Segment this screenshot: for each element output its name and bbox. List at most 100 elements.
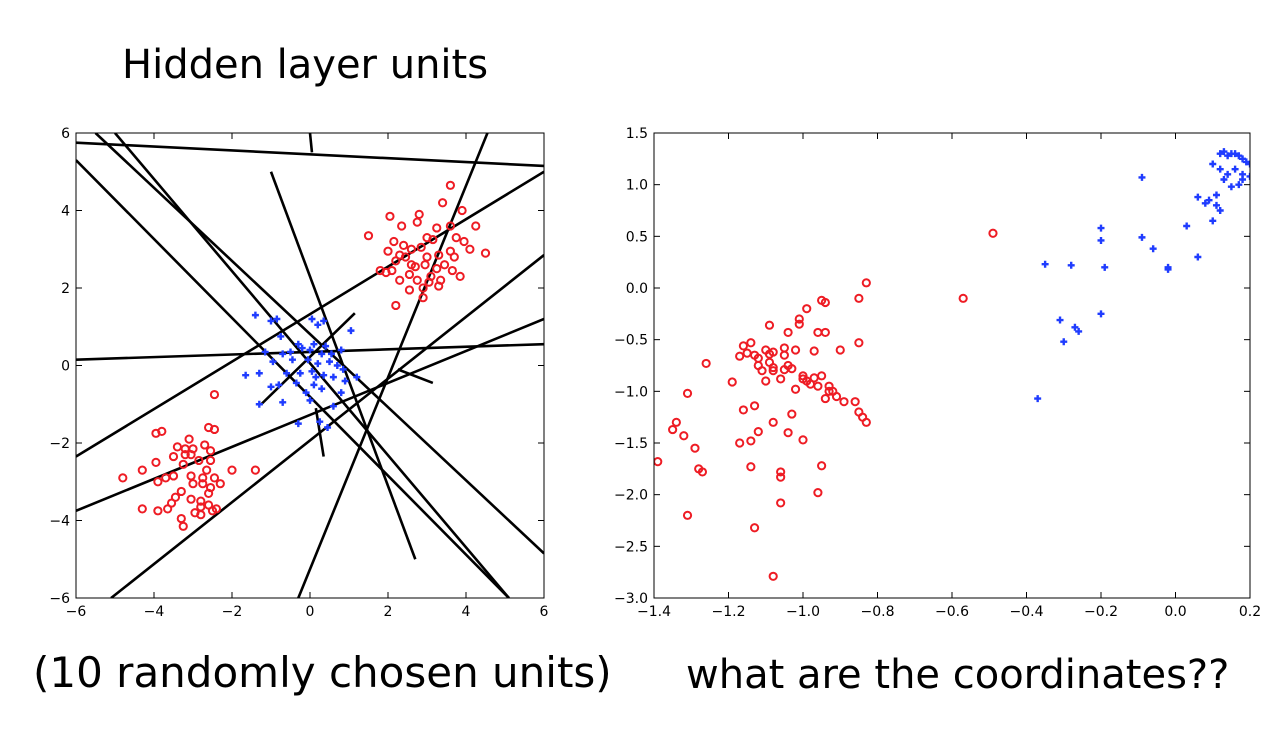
right-x-tick-label: −0.8 bbox=[861, 604, 895, 620]
left-red-point bbox=[383, 246, 393, 256]
left-red-point bbox=[445, 180, 455, 190]
left-red-point bbox=[198, 473, 208, 483]
left-red-point bbox=[207, 506, 218, 516]
left-blue-point bbox=[261, 348, 269, 356]
right-red-point bbox=[776, 498, 786, 508]
right-blue-point bbox=[1060, 338, 1068, 346]
right-red-point bbox=[790, 384, 801, 394]
left-red-point bbox=[434, 250, 444, 260]
right-red-point bbox=[783, 360, 793, 371]
right-red-point bbox=[850, 397, 860, 407]
left-red-point bbox=[205, 455, 216, 466]
left-blue-point bbox=[302, 389, 310, 397]
left-blue-point bbox=[322, 342, 330, 350]
left-red-point bbox=[418, 283, 428, 293]
left-blue-point bbox=[314, 321, 322, 329]
left-unit-line-13 bbox=[397, 368, 434, 385]
left-y-tick-label: −4 bbox=[49, 514, 70, 530]
right-red-point bbox=[746, 436, 756, 446]
left-red-point bbox=[186, 450, 196, 460]
left-red-point bbox=[161, 473, 171, 483]
right-red-point bbox=[742, 348, 752, 358]
left-red-point bbox=[151, 428, 161, 438]
left-red-point bbox=[209, 473, 220, 483]
left-blue-point bbox=[255, 369, 263, 377]
left-blue-point bbox=[251, 311, 259, 319]
left-red-point bbox=[188, 479, 198, 489]
left-blue-point bbox=[267, 383, 275, 391]
left-red-point bbox=[176, 486, 186, 497]
right-blue-point bbox=[1097, 310, 1105, 318]
right-red-point bbox=[768, 417, 778, 427]
left-red-point bbox=[363, 231, 374, 241]
right-blue-point bbox=[1097, 224, 1105, 232]
right-y-tick-label: 0.0 bbox=[626, 281, 648, 297]
right-red-point bbox=[861, 417, 871, 427]
right-scatter-plot: −1.4 −1.2 −1.0 −0.8 −0.6 −0.4 −0.2 0.0 0.2 −3.0 −2… bbox=[614, 126, 1261, 620]
left-red-point bbox=[420, 260, 430, 270]
left-red-point bbox=[406, 260, 416, 270]
right-red-point bbox=[746, 338, 756, 348]
left-red-point bbox=[465, 244, 475, 254]
right-red-point bbox=[776, 472, 786, 482]
right-y-tick-label: −2.5 bbox=[614, 539, 648, 555]
left-red-point bbox=[172, 442, 182, 452]
left-blue-point bbox=[275, 381, 283, 389]
left-y-tick-label: −6 bbox=[49, 591, 70, 607]
left-blue-point bbox=[306, 396, 314, 404]
left-blue-point bbox=[314, 360, 322, 368]
right-red-point bbox=[735, 438, 745, 448]
right-x-tick-label: 0.0 bbox=[1164, 604, 1186, 620]
right-red-point bbox=[831, 391, 842, 402]
left-red-point bbox=[180, 450, 190, 460]
right-red-point bbox=[738, 341, 749, 351]
right-red-point bbox=[753, 427, 763, 437]
right-blue-point bbox=[1231, 150, 1239, 158]
right-red-point bbox=[802, 304, 812, 314]
right-x-tick-label: −0.6 bbox=[935, 604, 969, 620]
right-red-point bbox=[682, 388, 693, 398]
right-x-tick-label: 0.2 bbox=[1239, 604, 1261, 620]
right-red-point bbox=[861, 278, 871, 288]
left-blue-point bbox=[316, 418, 324, 426]
right-red-point bbox=[776, 374, 786, 384]
left-blue-point bbox=[310, 381, 318, 389]
right-red-point bbox=[761, 376, 771, 386]
left-plot-caption: (10 randomly chosen units) bbox=[33, 648, 612, 697]
left-unit-line-4 bbox=[76, 159, 510, 598]
right-y-tick-label: 1.5 bbox=[626, 126, 648, 142]
right-blue-point bbox=[1056, 316, 1064, 324]
left-red-point bbox=[428, 234, 438, 245]
right-red-point bbox=[779, 350, 789, 360]
left-red-point bbox=[163, 504, 173, 514]
left-red-point bbox=[153, 477, 163, 487]
left-blue-point bbox=[353, 373, 361, 381]
left-red-point bbox=[480, 248, 491, 258]
left-red-point bbox=[375, 265, 385, 276]
left-red-point bbox=[404, 285, 415, 295]
right-y-tick-label: 0.5 bbox=[626, 229, 648, 245]
right-blue-point bbox=[1235, 152, 1243, 160]
right-blue-point bbox=[1227, 183, 1235, 191]
left-unit-line-10 bbox=[297, 133, 489, 598]
right-red-point bbox=[690, 443, 700, 453]
left-red-point bbox=[196, 496, 206, 506]
right-blue-point bbox=[1034, 395, 1042, 403]
right-red-point bbox=[764, 320, 775, 330]
left-red-point bbox=[137, 504, 147, 514]
right-blue-point bbox=[1231, 165, 1239, 173]
left-x-tick-label: −2 bbox=[222, 604, 243, 620]
left-blue-point bbox=[337, 389, 345, 397]
left-red-point bbox=[118, 473, 128, 483]
left-red-point bbox=[215, 479, 225, 489]
right-red-point bbox=[783, 428, 793, 438]
left-red-point bbox=[397, 221, 407, 231]
right-y-tick-label: −2.0 bbox=[614, 488, 648, 504]
right-blue-point bbox=[1246, 160, 1250, 168]
left-red-point bbox=[153, 506, 163, 516]
right-red-point bbox=[783, 327, 793, 338]
left-red-point bbox=[168, 451, 179, 462]
right-red-point bbox=[817, 371, 827, 381]
left-red-point bbox=[178, 459, 188, 469]
